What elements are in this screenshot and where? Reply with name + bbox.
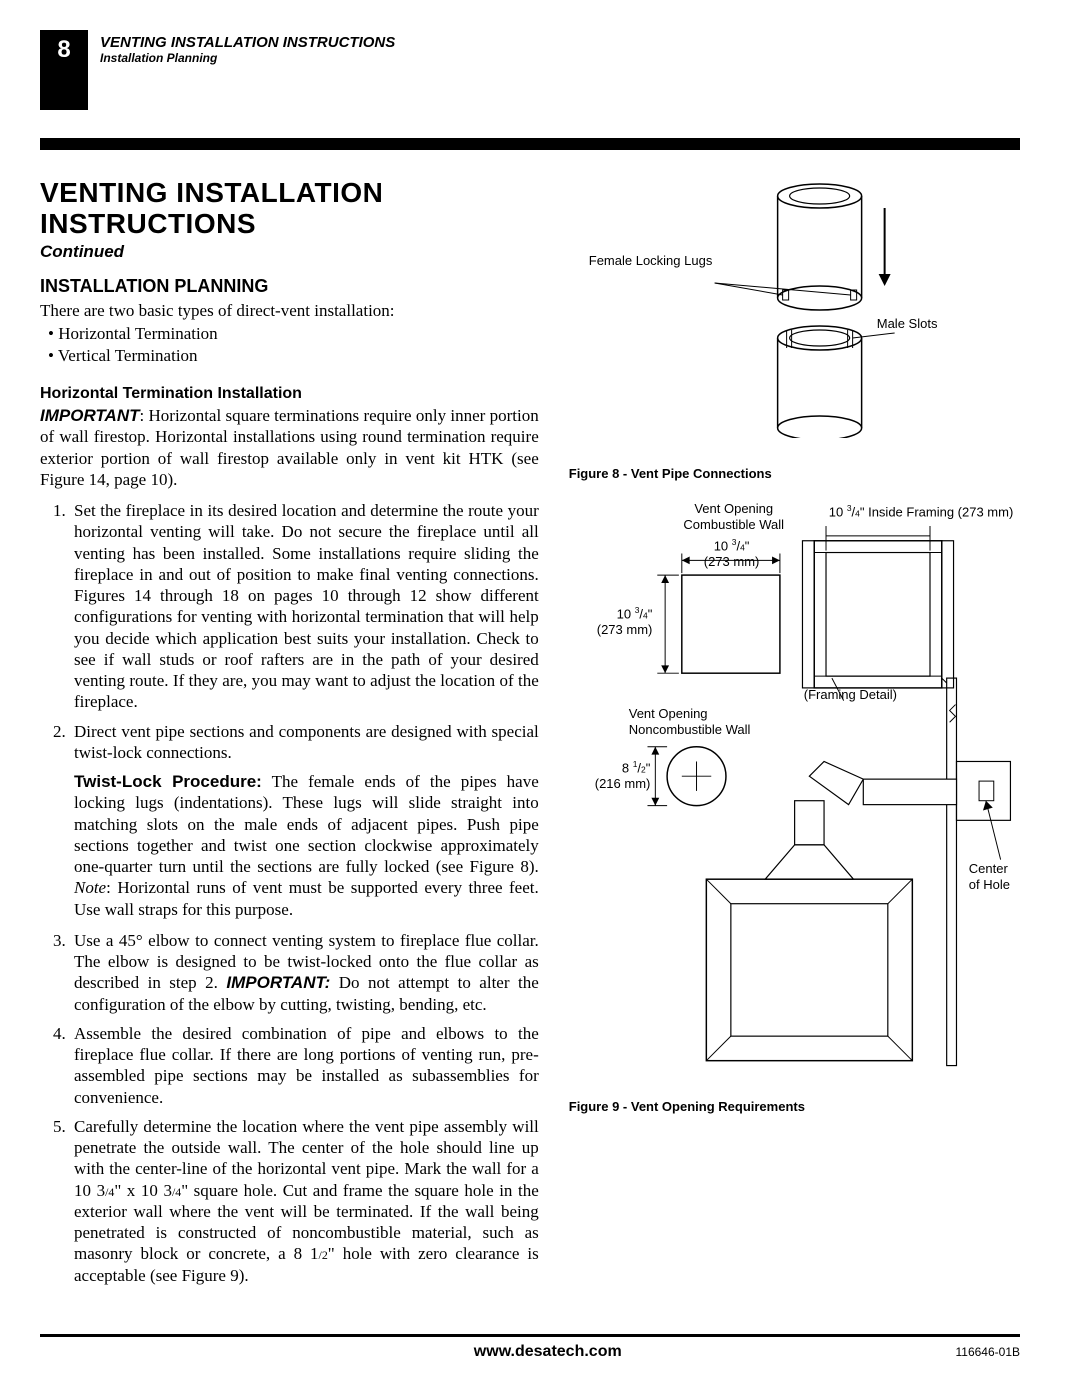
label-inside-framing: 10 3/4" Inside Framing (273 mm) xyxy=(829,503,1014,520)
main-heading: VENTING INSTALLATION INSTRUCTIONS xyxy=(40,178,539,240)
note-body: : Horizontal runs of vent must be suppor… xyxy=(74,878,539,918)
label-center-hole: Center of Hole xyxy=(969,861,1020,892)
page-container: 8 VENTING INSTALLATION INSTRUCTIONS Inst… xyxy=(0,0,1080,1391)
page-number-badge: 8 xyxy=(40,30,88,110)
left-column: VENTING INSTALLATION INSTRUCTIONS Contin… xyxy=(40,178,539,1294)
intro-text: There are two basic types of direct-vent… xyxy=(40,300,539,321)
step-item: Set the fireplace in its desired locatio… xyxy=(70,500,539,713)
label-framing-detail: (Framing Detail) xyxy=(804,687,897,703)
step-item: Direct vent pipe sections and components… xyxy=(70,721,539,764)
footer-doc-number: 116646-01B xyxy=(956,1345,1021,1359)
section-heading: INSTALLATION PLANNING xyxy=(40,276,539,297)
header-title: VENTING INSTALLATION INSTRUCTIONS xyxy=(100,34,395,51)
step-item: Use a 45° elbow to connect venting syste… xyxy=(70,930,539,1015)
label-dim-top: 10 3/4"(273 mm) xyxy=(704,537,760,570)
sub-heading: Horizontal Termination Installation xyxy=(40,385,539,403)
bullet-item: Vertical Termination xyxy=(48,345,539,367)
label-dim-left: 10 3/4"(273 mm) xyxy=(597,605,653,638)
label-8-12: 8 1/2"(216 mm) xyxy=(595,759,651,792)
figure-8-caption: Figure 8 - Vent Pipe Connections xyxy=(569,466,1020,481)
right-column: Female Locking Lugs Male Slots Figure 8 … xyxy=(569,178,1020,1294)
header-subtitle: Installation Planning xyxy=(100,51,395,65)
step5-b: " x 10 xyxy=(114,1181,163,1200)
figure-9: Vent Opening Combustible Wall 10 3/4" In… xyxy=(569,501,1020,1091)
note-prefix: Note xyxy=(74,878,106,897)
footer-url: www.desatech.com xyxy=(474,1343,622,1361)
label-female-lugs: Female Locking Lugs xyxy=(589,253,713,269)
label-vent-noncombustible: Vent Opening Noncombustible Wall xyxy=(629,706,779,737)
figure-9-caption: Figure 9 - Vent Opening Requirements xyxy=(569,1099,1020,1114)
steps-list: Set the fireplace in its desired locatio… xyxy=(40,500,539,763)
content-columns: VENTING INSTALLATION INSTRUCTIONS Contin… xyxy=(40,178,1020,1294)
steps-list-continued: Use a 45° elbow to connect venting syste… xyxy=(40,930,539,1286)
important-paragraph: IMPORTANT: Horizontal square termination… xyxy=(40,405,539,490)
page-footer: www.desatech.com 116646-01B xyxy=(40,1334,1020,1361)
step-item: Assemble the desired combination of pipe… xyxy=(70,1023,539,1108)
figure-8: Female Locking Lugs Male Slots xyxy=(569,178,1020,458)
label-vent-combustible: Vent Opening Combustible Wall xyxy=(659,501,809,532)
twist-lock-paragraph: Twist-Lock Procedure: The female ends of… xyxy=(74,771,539,920)
twist-lock-prefix: Twist-Lock Procedure: xyxy=(74,772,262,791)
label-male-slots: Male Slots xyxy=(877,316,938,332)
header-text-block: VENTING INSTALLATION INSTRUCTIONS Instal… xyxy=(88,30,395,65)
divider-bar xyxy=(40,138,1020,150)
bullet-item: Horizontal Termination xyxy=(48,323,539,345)
step3-important-prefix: IMPORTANT: xyxy=(226,973,330,992)
page-header: 8 VENTING INSTALLATION INSTRUCTIONS Inst… xyxy=(40,30,1020,110)
important-prefix: IMPORTANT xyxy=(40,406,139,425)
vent-pipe-diagram xyxy=(569,178,1020,438)
continued-label: Continued xyxy=(40,242,539,262)
step-item: Carefully determine the location where t… xyxy=(70,1116,539,1286)
termination-list: Horizontal Termination Vertical Terminat… xyxy=(48,323,539,367)
